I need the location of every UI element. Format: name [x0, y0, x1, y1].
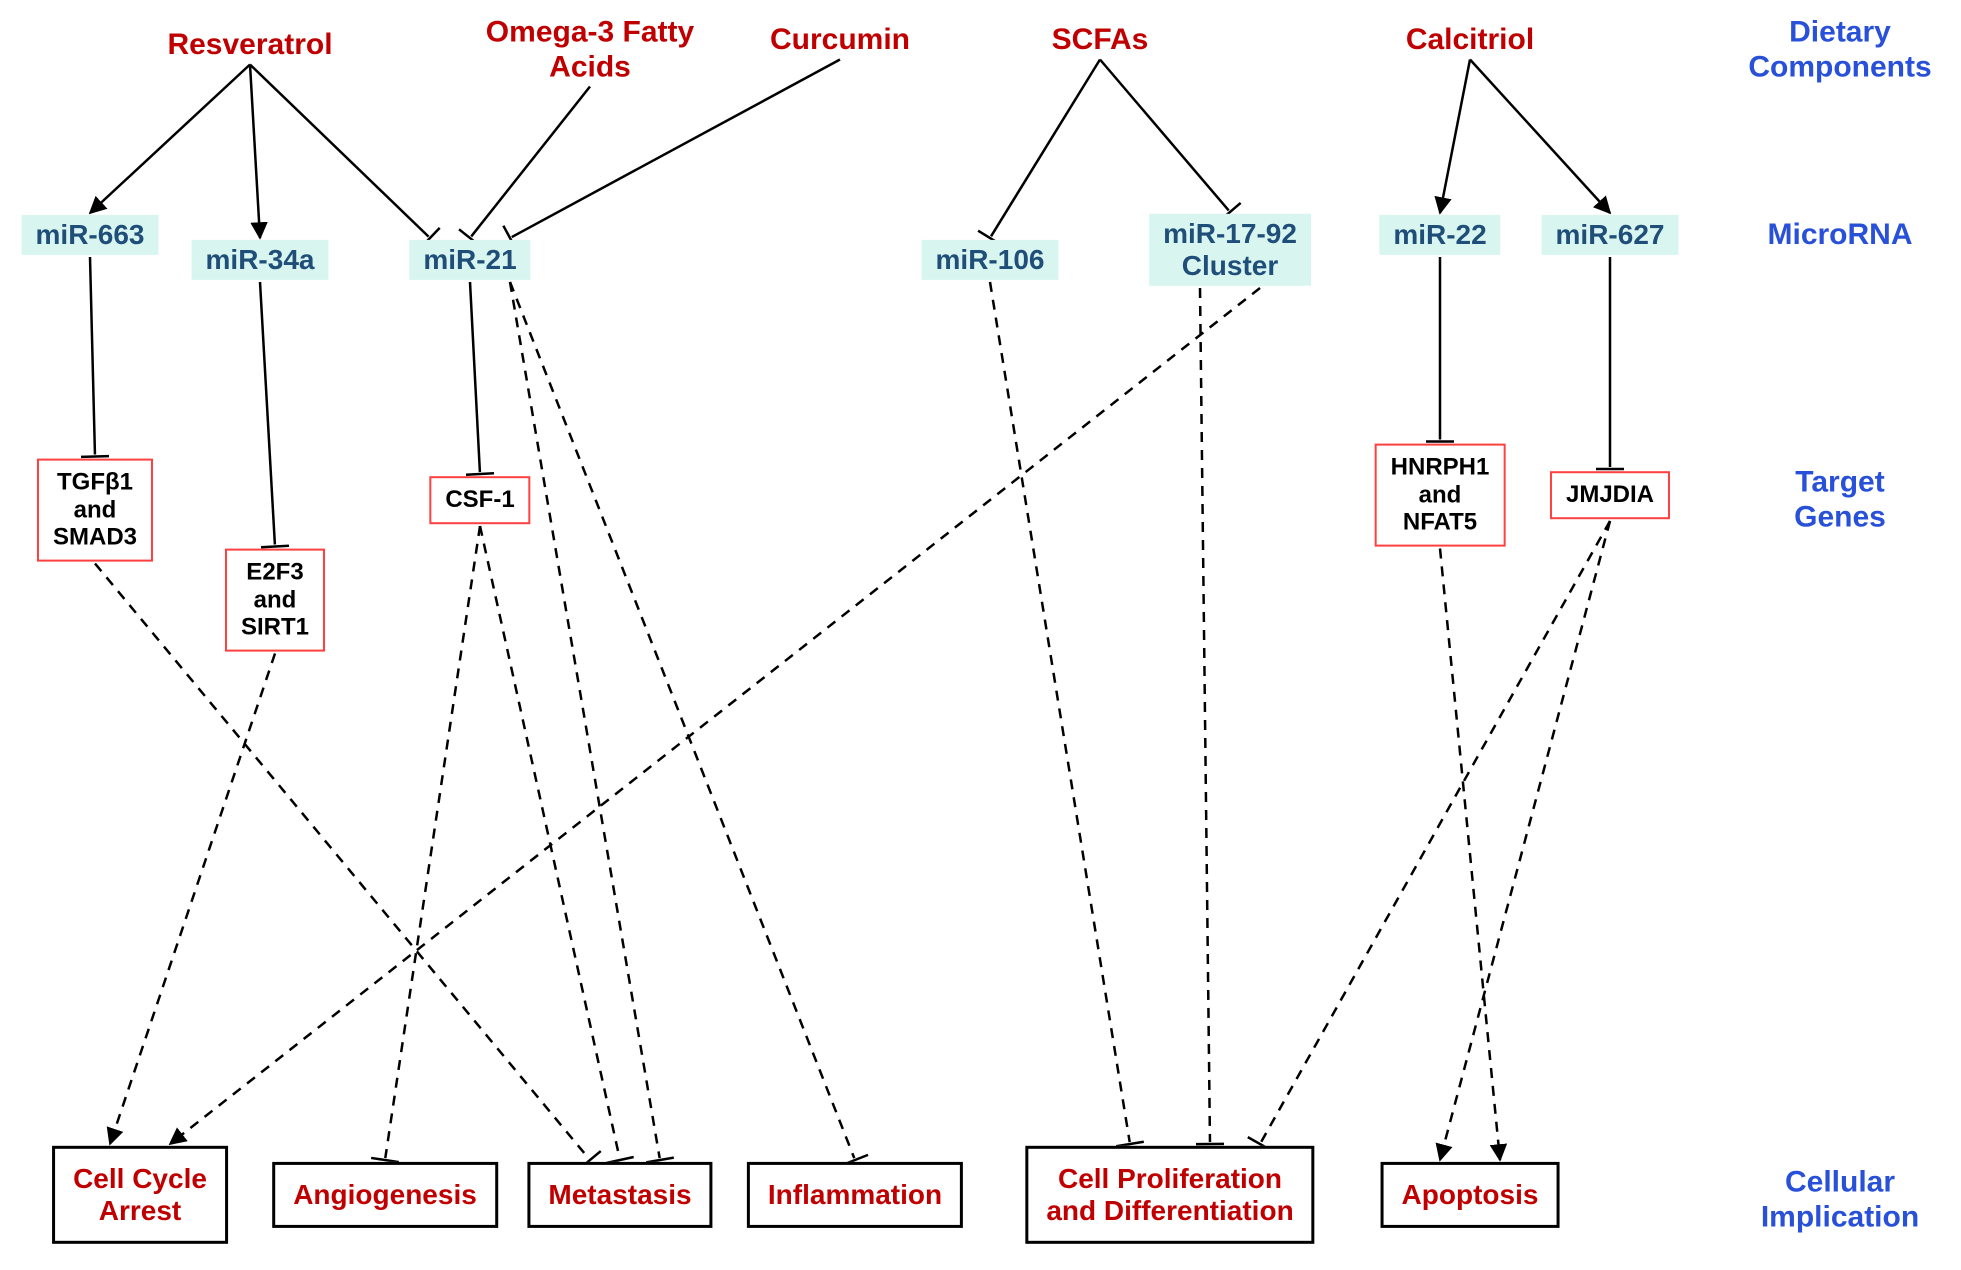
edge-mir21-csf1: [470, 282, 480, 472]
microrna-mir627: miR-627: [1542, 215, 1679, 255]
cellular-implication-inflam: Inflammation: [747, 1162, 963, 1228]
edge-scfas-mir106: [991, 60, 1100, 237]
edge-mir21-meta: [510, 282, 660, 1158]
row-label-dietary: Dietary Components: [1748, 16, 1931, 85]
edge-e2f3-arrest: [110, 654, 275, 1145]
edge-mir34a-e2f3: [260, 282, 275, 545]
inhibit-bar-mir34a-e2f3: [261, 546, 289, 548]
edge-csf1-angio: [385, 526, 480, 1158]
edge-mir21-inflam: [510, 282, 854, 1158]
edge-resveratrol-mir34a: [250, 65, 260, 239]
cellular-implication-angio: Angiogenesis: [272, 1162, 498, 1228]
edge-resveratrol-mir21: [250, 65, 429, 237]
edge-mir106-prolif: [990, 282, 1130, 1142]
edge-calcitriol-mir22: [1440, 60, 1470, 214]
edge-resveratrol-mir663: [90, 65, 250, 214]
edge-mir1792-arrest: [170, 288, 1260, 1144]
edge-scfas-mir1792: [1100, 60, 1229, 211]
target-gene-e2f3: E2F3 and SIRT1: [225, 549, 325, 652]
row-label-microrna: MicroRNA: [1767, 218, 1912, 253]
dietary-component-resveratrol: Resveratrol: [167, 28, 332, 63]
microrna-mir1792: miR-17-92 Cluster: [1149, 214, 1311, 286]
cellular-implication-apop: Apoptosis: [1381, 1162, 1560, 1228]
edge-jmjdia-prolif: [1261, 521, 1610, 1142]
target-gene-hnrph1: HNRPH1 and NFAT5: [1375, 444, 1506, 547]
microrna-mir21: miR-21: [409, 240, 530, 280]
inhibit-bar-mir663-tgfb1: [81, 456, 109, 457]
edge-jmjdia-apop: [1440, 521, 1610, 1160]
diagram-canvas: Dietary Components MicroRNA Target Genes…: [0, 0, 1961, 1270]
microrna-mir663: miR-663: [22, 215, 159, 255]
microrna-mir106: miR-106: [922, 240, 1059, 280]
inhibit-bar-mir21-csf1: [466, 473, 494, 474]
target-gene-jmjdia: JMJDIA: [1550, 471, 1670, 519]
cellular-implication-arrest: Cell Cycle Arrest: [52, 1146, 228, 1244]
edge-mir1792-prolif: [1200, 288, 1210, 1142]
edge-curcumin-mir21: [512, 60, 840, 238]
edge-csf1-meta: [480, 526, 620, 1158]
edge-mir663-tgfb1: [90, 257, 95, 455]
dietary-component-omega3: Omega-3 Fatty Acids: [486, 16, 694, 85]
cellular-implication-prolif: Cell Proliferation and Differentiation: [1025, 1146, 1314, 1244]
edge-tgfb1-meta: [95, 564, 589, 1159]
row-label-genes: Target Genes: [1780, 466, 1901, 535]
edge-hnrph1-apop: [1440, 549, 1500, 1161]
dietary-component-scfas: SCFAs: [1052, 23, 1149, 58]
dietary-component-calcitriol: Calcitriol: [1406, 23, 1534, 58]
target-gene-tgfb1: TGFβ1 and SMAD3: [37, 459, 153, 562]
edge-omega3-mir21: [471, 87, 590, 237]
microrna-mir22: miR-22: [1379, 215, 1500, 255]
microrna-mir34a: miR-34a: [192, 240, 329, 280]
edge-calcitriol-mir627: [1470, 60, 1610, 214]
cellular-implication-meta: Metastasis: [527, 1162, 712, 1228]
target-gene-csf1: CSF-1: [429, 476, 530, 524]
dietary-component-curcumin: Curcumin: [770, 23, 910, 58]
row-label-implication: Cellular Implication: [1761, 1166, 1919, 1235]
